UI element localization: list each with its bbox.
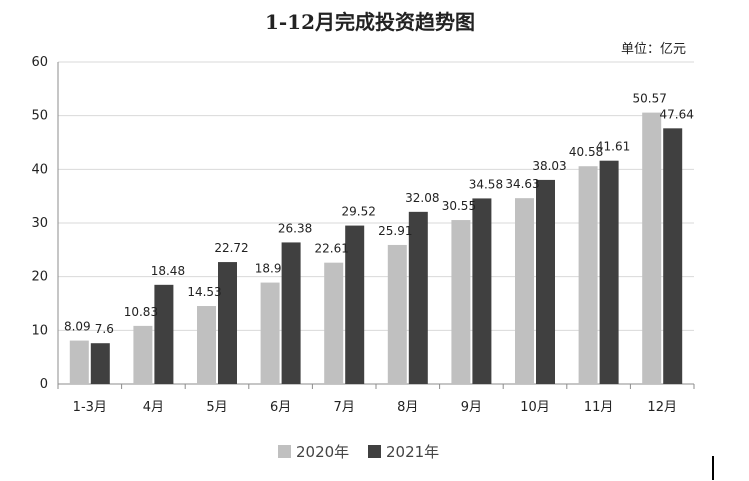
data-label: 26.38 bbox=[278, 221, 312, 235]
x-tick-label: 11月 bbox=[584, 400, 614, 415]
data-label: 47.64 bbox=[660, 107, 694, 121]
bar-series-1 bbox=[133, 325, 153, 384]
data-label: 50.57 bbox=[633, 92, 667, 106]
y-tick-label: 0 bbox=[40, 377, 48, 392]
bar-series-1 bbox=[324, 262, 344, 384]
data-label: 34.58 bbox=[469, 177, 503, 191]
bar-series-2 bbox=[345, 225, 365, 384]
data-label: 18.48 bbox=[151, 264, 185, 278]
bar-series-2 bbox=[472, 198, 492, 384]
data-label: 25.91 bbox=[378, 224, 412, 238]
bar-series-1 bbox=[260, 282, 280, 384]
bar-series-1 bbox=[451, 220, 471, 384]
data-label: 22.61 bbox=[315, 242, 349, 256]
x-tick-label: 7月 bbox=[334, 400, 355, 415]
bar-series-2 bbox=[90, 343, 110, 384]
bar-series-2 bbox=[281, 242, 301, 384]
legend-swatch bbox=[368, 445, 381, 458]
data-label: 30.55 bbox=[442, 199, 476, 213]
legend-label: 2021年 bbox=[386, 443, 439, 461]
unit-label: 单位：亿元 bbox=[621, 42, 686, 57]
x-tick-label: 8月 bbox=[397, 400, 418, 415]
x-tick-label: 1-3月 bbox=[73, 400, 107, 415]
bar-series-2 bbox=[536, 179, 555, 384]
x-tick-label: 5月 bbox=[206, 400, 227, 415]
x-tick-label: 4月 bbox=[143, 400, 164, 415]
bar-series-2 bbox=[663, 128, 683, 384]
y-tick-label: 30 bbox=[31, 216, 48, 231]
data-label: 14.53 bbox=[187, 285, 221, 299]
chart-title: 1-12月完成投资趋势图 bbox=[265, 10, 475, 34]
grid-lines bbox=[58, 61, 694, 331]
data-label: 22.72 bbox=[214, 241, 248, 255]
data-label: 41.61 bbox=[596, 140, 630, 154]
bars bbox=[69, 112, 683, 384]
y-tick-label: 50 bbox=[31, 109, 48, 124]
data-label: 18.9 bbox=[255, 262, 282, 276]
data-label: 34.63 bbox=[505, 177, 539, 191]
bar-series-1 bbox=[197, 306, 216, 384]
data-label: 40.58 bbox=[569, 145, 603, 159]
data-labels: 8.09 10.83 14.53 18.9 22.61 25.91 30.55 34.63 40… bbox=[64, 92, 694, 337]
data-label: 8.09 bbox=[64, 320, 91, 334]
bar-series-1 bbox=[642, 112, 662, 384]
legend-swatch bbox=[278, 445, 291, 458]
x-tick-label: 10月 bbox=[520, 400, 550, 415]
x-tick-label: 9月 bbox=[461, 400, 482, 415]
bar-series-2 bbox=[599, 160, 619, 384]
bar-series-1 bbox=[515, 198, 534, 384]
data-label: 10.83 bbox=[124, 305, 158, 319]
bar-series-2 bbox=[218, 262, 237, 384]
legend: 2020年 2021年 bbox=[278, 443, 439, 461]
bar-series-2 bbox=[154, 284, 174, 384]
data-label: 29.52 bbox=[342, 205, 376, 219]
x-tick-label: 12月 bbox=[647, 400, 677, 415]
data-label: 7.6 bbox=[95, 322, 114, 336]
y-tick-label: 20 bbox=[31, 270, 48, 285]
legend-label: 2020年 bbox=[296, 443, 349, 461]
y-tick-label: 40 bbox=[31, 162, 48, 177]
data-label: 32.08 bbox=[405, 191, 439, 205]
bar-series-1 bbox=[387, 244, 407, 384]
bar-series-1 bbox=[578, 166, 598, 384]
y-tick-label: 60 bbox=[31, 55, 48, 70]
bar-series-1 bbox=[69, 340, 89, 384]
y-tick-label: 10 bbox=[31, 323, 48, 338]
data-label: 38.03 bbox=[532, 159, 566, 173]
bar-series-2 bbox=[408, 211, 428, 384]
x-tick-label: 6月 bbox=[270, 400, 291, 415]
